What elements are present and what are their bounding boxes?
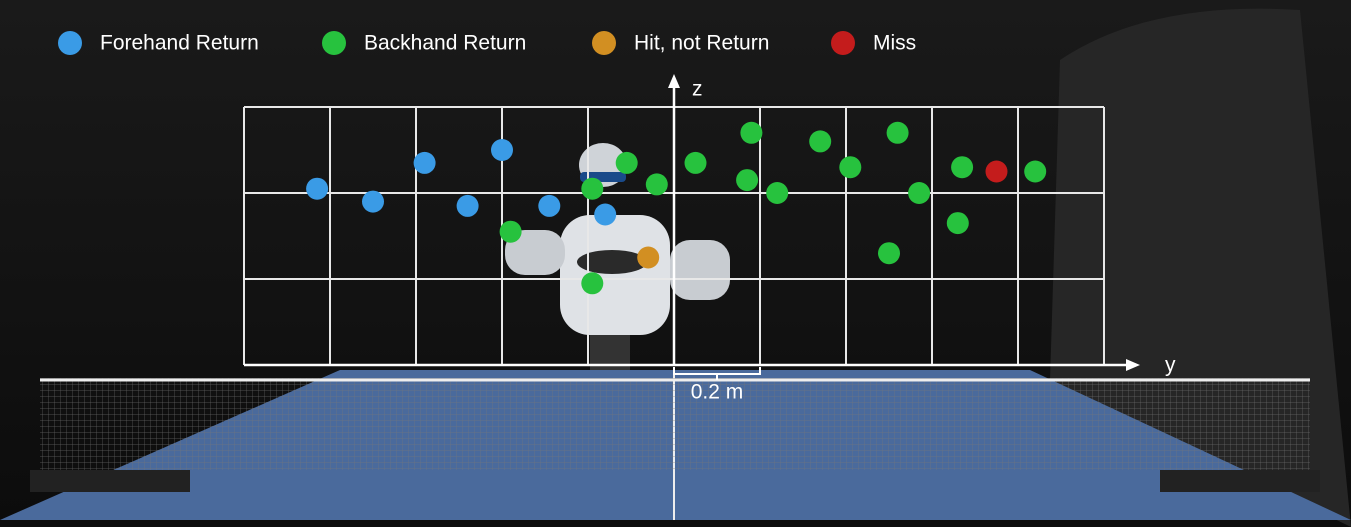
data-point — [581, 272, 604, 295]
data-point — [740, 121, 763, 144]
net-post-right — [1160, 470, 1320, 492]
data-point — [766, 182, 789, 204]
data-point — [839, 156, 862, 179]
legend-label: Backhand Return — [364, 32, 526, 55]
plot — [243, 74, 1140, 380]
data-point — [594, 203, 617, 226]
legend-marker — [322, 31, 346, 55]
y-axis-arrow — [1126, 359, 1140, 371]
net-post-left — [30, 470, 190, 492]
legend-marker — [58, 31, 82, 55]
data-point — [736, 169, 759, 192]
legend: Forehand Return Backhand Return Hit, not R… — [58, 31, 916, 55]
data-point — [362, 190, 384, 213]
data-point — [456, 194, 479, 217]
data-point — [908, 182, 931, 204]
legend-label: Miss — [873, 32, 916, 55]
data-point — [581, 177, 604, 200]
data-point — [946, 212, 969, 235]
data-point — [306, 177, 329, 200]
data-point — [637, 246, 660, 269]
data-point — [951, 156, 974, 179]
z-axis-label: z — [692, 78, 703, 101]
legend-label: Forehand Return — [100, 32, 259, 55]
data-point — [538, 194, 561, 217]
data-point — [809, 130, 832, 153]
data-point — [413, 151, 436, 174]
data-point — [615, 151, 638, 174]
data-point — [1024, 160, 1047, 183]
legend-marker — [831, 31, 855, 55]
y-axis-label: y — [1165, 354, 1176, 377]
data-point — [491, 139, 513, 161]
legend-label: Hit, not Return — [634, 32, 769, 55]
net — [40, 378, 1310, 470]
data-point — [499, 220, 522, 243]
legend-marker — [592, 31, 616, 55]
data-point — [886, 121, 909, 144]
data-point — [985, 160, 1008, 183]
data-point — [645, 173, 668, 196]
data-point — [684, 151, 707, 174]
data-point — [878, 242, 900, 265]
scale-bar-label: 0.2 m — [691, 381, 744, 404]
scale-bar — [673, 367, 761, 380]
z-axis-arrow — [668, 74, 680, 88]
